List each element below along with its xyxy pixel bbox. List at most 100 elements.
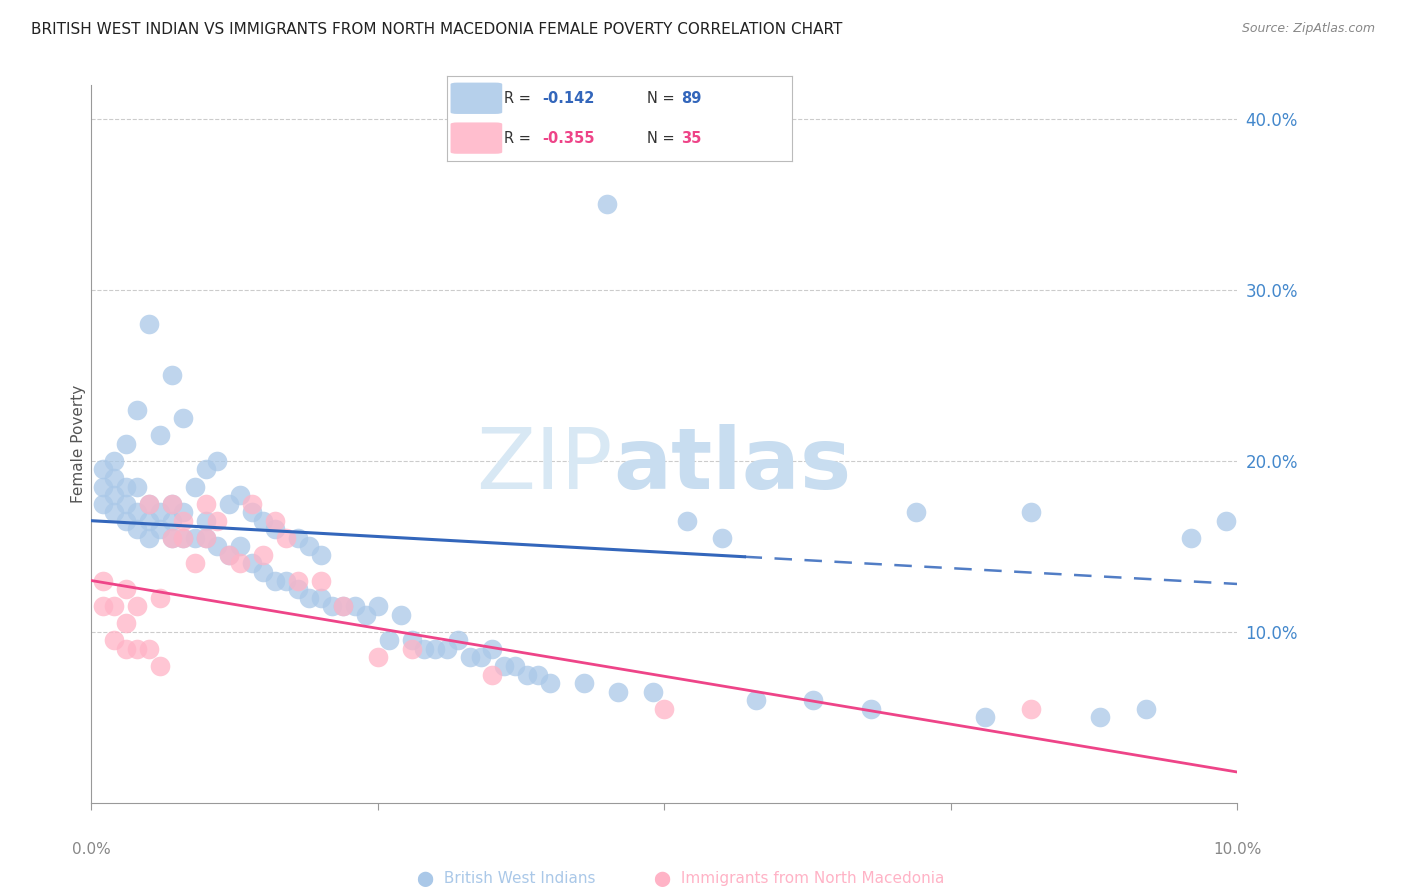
- Point: [516, 667, 538, 681]
- Point: [194, 497, 217, 511]
- Point: [172, 514, 194, 528]
- Point: [1135, 702, 1157, 716]
- Point: [103, 471, 125, 485]
- Point: [287, 531, 309, 545]
- Point: [309, 591, 332, 605]
- Point: [367, 599, 389, 614]
- Point: [127, 642, 149, 657]
- Point: [436, 642, 458, 657]
- Point: [218, 548, 240, 562]
- Point: [218, 497, 240, 511]
- Point: [240, 497, 263, 511]
- Point: [103, 488, 125, 502]
- Point: [103, 633, 125, 648]
- Point: [263, 522, 285, 536]
- Point: [160, 514, 183, 528]
- Point: [309, 548, 332, 562]
- Point: [710, 531, 733, 545]
- Y-axis label: Female Poverty: Female Poverty: [70, 384, 86, 503]
- Point: [481, 642, 503, 657]
- Point: [160, 497, 183, 511]
- Point: [114, 497, 136, 511]
- Point: [367, 650, 389, 665]
- Point: [114, 479, 136, 493]
- Point: [905, 505, 928, 519]
- Point: [160, 497, 183, 511]
- Point: [127, 505, 149, 519]
- Point: [149, 505, 172, 519]
- Point: [412, 642, 434, 657]
- Point: [252, 548, 274, 562]
- Point: [1088, 710, 1111, 724]
- Point: [676, 514, 699, 528]
- Point: [229, 539, 252, 553]
- Point: [207, 454, 229, 468]
- Text: ⬤  British West Indians: ⬤ British West Indians: [418, 871, 596, 887]
- Point: [596, 197, 619, 211]
- Point: [114, 514, 136, 528]
- Point: [194, 531, 217, 545]
- Point: [103, 454, 125, 468]
- Text: Source: ZipAtlas.com: Source: ZipAtlas.com: [1241, 22, 1375, 36]
- Point: [207, 514, 229, 528]
- Point: [641, 684, 664, 698]
- Point: [252, 565, 274, 579]
- Point: [138, 317, 160, 331]
- Point: [1215, 514, 1237, 528]
- Point: [287, 582, 309, 596]
- Point: [332, 599, 354, 614]
- Point: [149, 591, 172, 605]
- Point: [607, 684, 630, 698]
- Point: [229, 557, 252, 571]
- Point: [172, 411, 194, 425]
- Point: [138, 642, 160, 657]
- Point: [298, 591, 321, 605]
- Point: [343, 599, 366, 614]
- Point: [974, 710, 997, 724]
- Text: ZIP: ZIP: [477, 424, 613, 507]
- Point: [572, 676, 595, 690]
- Point: [183, 557, 205, 571]
- Point: [287, 574, 309, 588]
- Point: [149, 659, 172, 673]
- Text: 0.0%: 0.0%: [72, 842, 111, 857]
- Point: [458, 650, 481, 665]
- Point: [114, 436, 136, 450]
- Point: [91, 599, 114, 614]
- Point: [160, 531, 183, 545]
- Point: [194, 531, 217, 545]
- Point: [229, 488, 252, 502]
- Point: [138, 514, 160, 528]
- Point: [114, 642, 136, 657]
- Text: -0.355: -0.355: [541, 130, 595, 145]
- Text: ⬤  Immigrants from North Macedonia: ⬤ Immigrants from North Macedonia: [654, 871, 945, 887]
- Point: [263, 514, 285, 528]
- Point: [401, 633, 423, 648]
- Point: [194, 462, 217, 476]
- Point: [91, 497, 114, 511]
- Point: [127, 599, 149, 614]
- Point: [801, 693, 824, 707]
- Point: [207, 539, 229, 553]
- Text: R =: R =: [503, 91, 536, 106]
- Point: [276, 574, 298, 588]
- Point: [481, 667, 503, 681]
- Point: [252, 514, 274, 528]
- Point: [183, 479, 205, 493]
- Point: [389, 607, 412, 622]
- Point: [1019, 505, 1042, 519]
- Point: [114, 616, 136, 631]
- Point: [138, 497, 160, 511]
- Text: BRITISH WEST INDIAN VS IMMIGRANTS FROM NORTH MACEDONIA FEMALE POVERTY CORRELATIO: BRITISH WEST INDIAN VS IMMIGRANTS FROM N…: [31, 22, 842, 37]
- Point: [298, 539, 321, 553]
- Point: [138, 497, 160, 511]
- Point: [91, 479, 114, 493]
- Point: [263, 574, 285, 588]
- Point: [172, 531, 194, 545]
- Point: [652, 702, 675, 716]
- Point: [538, 676, 561, 690]
- Text: -0.142: -0.142: [541, 91, 595, 106]
- Point: [183, 531, 205, 545]
- Point: [218, 548, 240, 562]
- Point: [492, 659, 515, 673]
